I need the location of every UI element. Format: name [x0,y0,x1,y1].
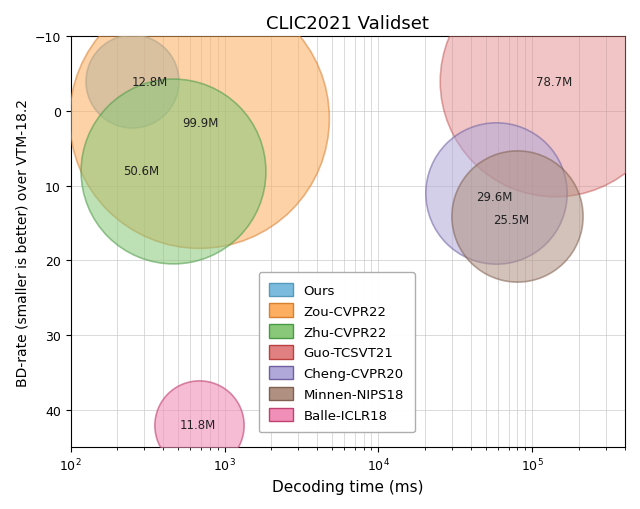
Title: CLIC2021 Validset: CLIC2021 Validset [266,15,429,33]
Y-axis label: BD-rate (smaller is better) over VTM-18.2: BD-rate (smaller is better) over VTM-18.… [15,99,29,386]
Point [491,190,501,198]
Point [127,78,137,86]
Text: 25.5M: 25.5M [493,213,530,227]
Text: 78.7M: 78.7M [536,75,572,89]
Point [512,212,522,220]
Point [194,421,204,429]
Point [194,115,204,123]
Point [168,167,178,176]
Text: 29.6M: 29.6M [476,191,512,204]
Text: 12.8M: 12.8M [132,75,168,89]
Text: 11.8M: 11.8M [180,418,216,431]
X-axis label: Decoding time (ms): Decoding time (ms) [272,479,424,494]
Legend: Ours, Zou-CVPR22, Zhu-CVPR22, Guo-TCSVT21, Cheng-CVPR20, Minnen-NIPS18, Balle-IC: Ours, Zou-CVPR22, Zhu-CVPR22, Guo-TCSVT2… [259,273,415,433]
Point [550,78,560,86]
Text: 50.6M: 50.6M [124,165,159,178]
Text: 99.9M: 99.9M [182,117,218,129]
